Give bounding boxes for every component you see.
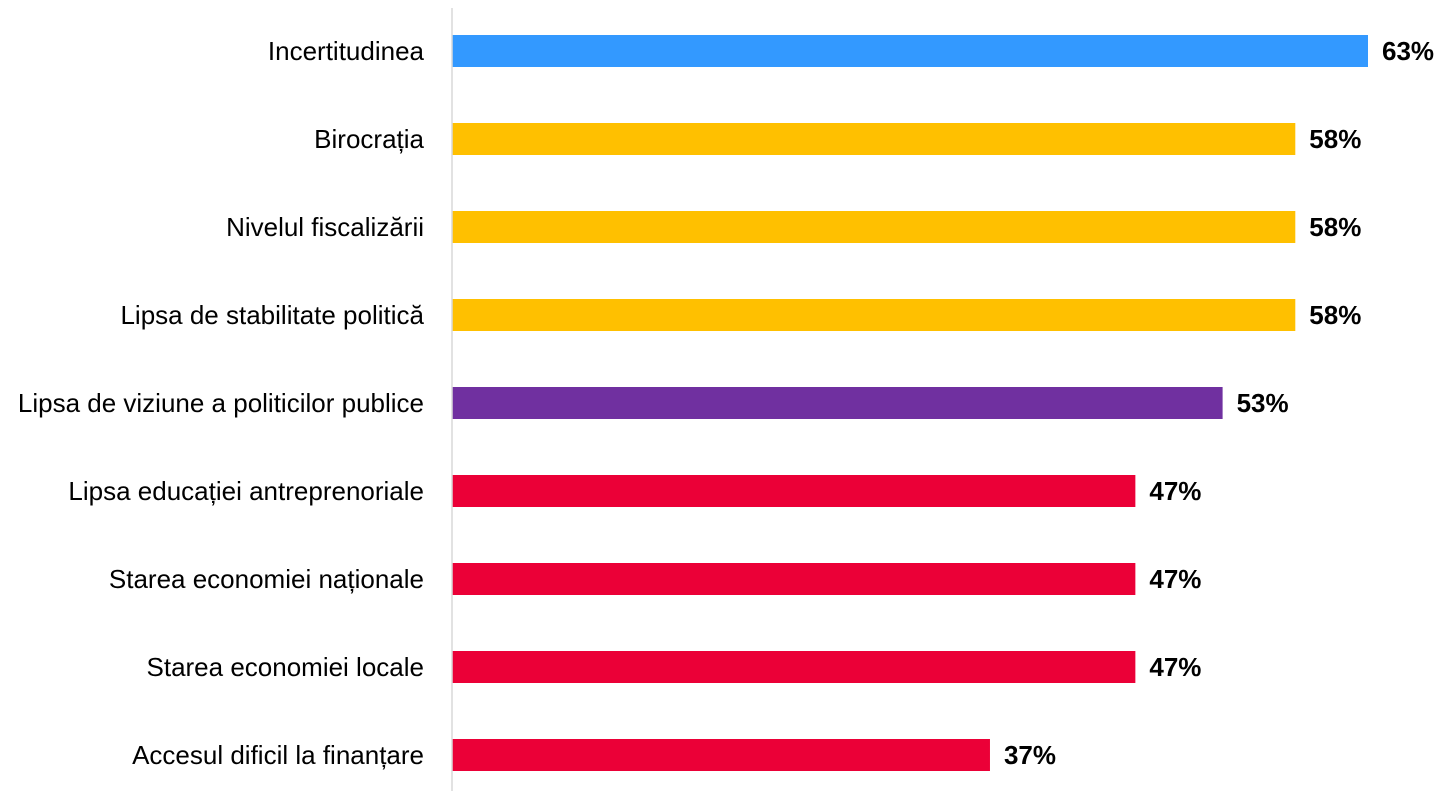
category-labels: Incertitudinea Birocrația Nivelul fiscaliz… <box>18 36 425 770</box>
bar <box>452 475 1136 507</box>
category-label: Lipsa educației antreprenoriale <box>68 476 424 506</box>
bar <box>452 299 1296 331</box>
category-label: Nivelul fiscalizării <box>226 212 424 242</box>
value-label: 58% <box>1309 124 1361 154</box>
value-label: 58% <box>1309 212 1361 242</box>
category-label: Birocrația <box>314 124 424 154</box>
category-label: Starea economiei naționale <box>109 564 424 594</box>
bar <box>452 739 990 771</box>
category-label: Accesul dificil la finanțare <box>132 740 424 770</box>
bar <box>452 387 1223 419</box>
category-label: Incertitudinea <box>268 36 425 66</box>
category-label: Lipsa de viziune a politicilor publice <box>18 388 424 418</box>
category-label: Lipsa de stabilitate politică <box>120 300 424 330</box>
bars-group <box>452 35 1368 771</box>
value-label: 37% <box>1004 740 1056 770</box>
value-label: 47% <box>1149 476 1201 506</box>
category-label: Starea economiei locale <box>147 652 425 682</box>
value-label: 58% <box>1309 300 1361 330</box>
bar <box>452 211 1296 243</box>
bar <box>452 35 1368 67</box>
value-label: 47% <box>1149 652 1201 682</box>
bar <box>452 651 1136 683</box>
value-label: 53% <box>1237 388 1289 418</box>
value-label: 63% <box>1382 36 1434 66</box>
value-label: 47% <box>1149 564 1201 594</box>
value-labels: 63% 58% 58% 58% 53% 47% 47% 47% 37% <box>1004 36 1434 770</box>
bar <box>452 563 1136 595</box>
bar <box>452 123 1296 155</box>
